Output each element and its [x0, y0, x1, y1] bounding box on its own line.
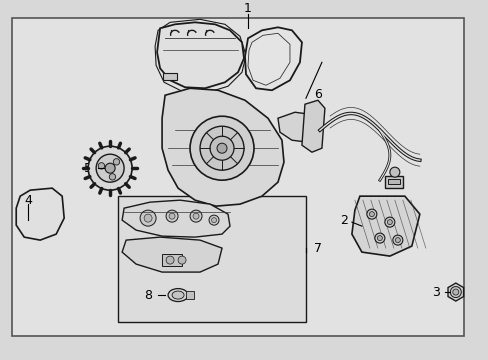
- Circle shape: [169, 213, 175, 219]
- Polygon shape: [301, 100, 324, 152]
- Circle shape: [377, 235, 382, 240]
- Circle shape: [452, 289, 458, 295]
- Circle shape: [368, 212, 374, 217]
- Polygon shape: [16, 188, 64, 240]
- Text: 6: 6: [313, 88, 321, 101]
- Circle shape: [210, 136, 234, 160]
- Text: 2: 2: [339, 213, 347, 227]
- Bar: [118, 196, 305, 322]
- Circle shape: [211, 218, 216, 222]
- Polygon shape: [277, 112, 317, 142]
- Polygon shape: [122, 237, 222, 272]
- Polygon shape: [157, 22, 244, 88]
- Polygon shape: [447, 283, 463, 301]
- Text: 7: 7: [313, 242, 321, 255]
- Polygon shape: [244, 27, 301, 90]
- Text: 4: 4: [24, 194, 32, 207]
- Circle shape: [366, 209, 376, 219]
- Circle shape: [98, 163, 104, 169]
- Circle shape: [384, 217, 394, 227]
- Circle shape: [193, 213, 199, 219]
- Bar: [185, 291, 194, 299]
- Polygon shape: [122, 200, 229, 237]
- Circle shape: [88, 146, 132, 190]
- Bar: [384, 176, 402, 188]
- Circle shape: [190, 116, 253, 180]
- Polygon shape: [162, 88, 284, 206]
- Text: 5: 5: [84, 162, 92, 175]
- Text: 3: 3: [431, 285, 439, 298]
- Circle shape: [217, 143, 226, 153]
- Circle shape: [109, 174, 116, 180]
- Circle shape: [200, 126, 244, 170]
- Circle shape: [105, 163, 115, 173]
- Circle shape: [208, 215, 219, 225]
- Circle shape: [386, 220, 391, 225]
- Circle shape: [374, 233, 384, 243]
- Bar: [12, 18, 463, 336]
- Circle shape: [166, 210, 178, 222]
- Circle shape: [395, 238, 400, 243]
- Circle shape: [144, 214, 152, 222]
- Circle shape: [449, 287, 460, 298]
- Circle shape: [190, 210, 202, 222]
- Circle shape: [166, 256, 174, 264]
- Circle shape: [392, 235, 402, 245]
- Polygon shape: [351, 196, 419, 256]
- Ellipse shape: [168, 289, 188, 302]
- Bar: [162, 254, 182, 266]
- Circle shape: [178, 256, 185, 264]
- Bar: [163, 73, 177, 80]
- Circle shape: [389, 167, 399, 177]
- Circle shape: [140, 210, 156, 226]
- Circle shape: [96, 154, 124, 182]
- Ellipse shape: [172, 291, 183, 299]
- Bar: [387, 179, 399, 184]
- Circle shape: [113, 159, 120, 165]
- Text: 1: 1: [244, 2, 251, 15]
- Text: 8: 8: [144, 289, 152, 302]
